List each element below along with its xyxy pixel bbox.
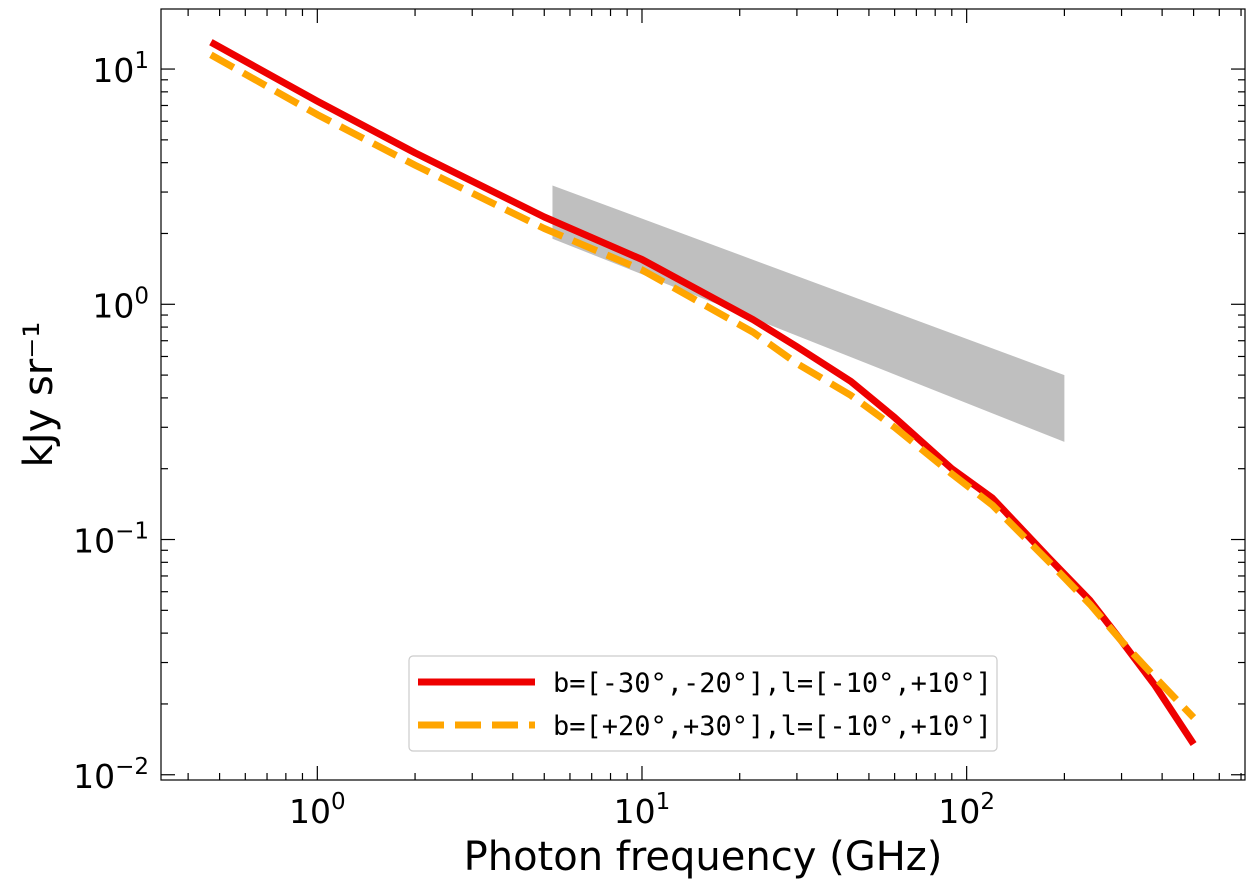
tick-layer: [161, 9, 1245, 780]
legend-box: [408, 655, 998, 752]
x-tick-label: 101: [614, 789, 671, 831]
tick-label-layer: 100 101 102 10−2 10−1 100 101: [73, 48, 995, 831]
band-layer: [552, 185, 1065, 442]
y-tick-label: 100: [92, 283, 149, 325]
legend: b=[-30°,-20°],l=[-10°,+10°] b=[+20°,+30°]…: [408, 655, 998, 752]
plot-frame: [160, 8, 1246, 781]
y-axis-title: kJy sr⁻¹: [16, 322, 62, 468]
uncertainty-band: [552, 185, 1065, 442]
y-tick-label: 101: [92, 48, 149, 90]
x-axis-title: Photon frequency (GHz): [464, 834, 943, 880]
legend-label-1: b=[-30°,-20°],l=[-10°,+10°]: [553, 668, 992, 699]
series-line-1: [209, 39, 1197, 747]
x-tick-label: 102: [938, 789, 995, 831]
y-tick-label: 10−2: [73, 754, 149, 796]
series-layer: [209, 39, 1197, 747]
legend-label-2: b=[+20°,+30°],l=[-10°,+10°]: [553, 711, 992, 742]
series-line-2: [209, 51, 1197, 721]
x-tick-label: 100: [289, 789, 346, 831]
y-tick-label: 10−1: [73, 519, 149, 561]
